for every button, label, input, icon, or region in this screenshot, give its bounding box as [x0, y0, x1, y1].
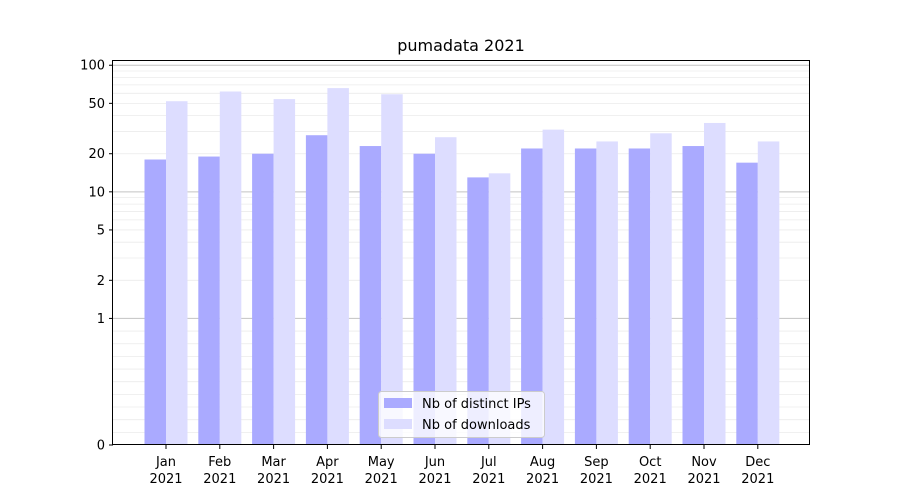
bar [219, 91, 242, 445]
x-axis: Jan 2021 Feb 2021 Mar 2021 Apr 2021 May 2021 Jun 20… [149, 445, 774, 487]
bar [198, 156, 220, 446]
bar [488, 173, 511, 445]
bar [757, 141, 780, 445]
y-tick-label: 20 [88, 147, 105, 162]
x-tick-label: Jun 2021 [418, 455, 451, 487]
legend-box [378, 391, 545, 438]
legend-swatch [384, 398, 412, 408]
bar [628, 148, 651, 445]
bars [144, 88, 780, 446]
bar [273, 99, 296, 445]
bar [542, 129, 565, 445]
bar [704, 122, 726, 445]
bar [252, 153, 274, 446]
x-tick-label: Sep 2021 [580, 455, 613, 487]
bar [467, 177, 489, 446]
bar [596, 141, 618, 445]
bar [435, 137, 457, 446]
legend: Nb of distinct IPs Nb of downloads [378, 391, 545, 438]
bar [381, 94, 403, 446]
bar [166, 101, 188, 446]
y-tick-label: 1 [97, 312, 105, 327]
x-tick-label: Apr 2021 [311, 455, 344, 487]
bar [305, 135, 328, 445]
bar [327, 88, 349, 445]
bar [574, 148, 597, 445]
bar [521, 148, 543, 445]
bar [650, 133, 672, 445]
y-tick-label: 100 [80, 59, 105, 74]
x-tick-label: May 2021 [365, 455, 398, 487]
x-tick-label: Oct 2021 [634, 455, 667, 487]
bar [682, 146, 704, 445]
plot-frame [112, 60, 810, 445]
bar [359, 146, 382, 445]
legend-label: Nb of distinct IPs [422, 397, 531, 412]
x-tick-label: Feb 2021 [203, 455, 236, 487]
x-tick-label: Jul 2021 [472, 455, 505, 487]
y-tick-label: 10 [88, 185, 105, 200]
y-tick-label: 2 [97, 274, 105, 289]
y-tick-label: 0 [97, 439, 105, 454]
legend-label: Nb of downloads [422, 418, 531, 433]
x-tick-label: Nov 2021 [687, 455, 720, 487]
y-tick-label: 50 [88, 97, 105, 112]
x-tick-label: Aug 2021 [526, 455, 559, 487]
chart-title: pumadata 2021 [397, 36, 525, 55]
x-tick-label: Dec 2021 [741, 455, 774, 487]
bar [413, 153, 435, 446]
bar [736, 162, 758, 445]
y-axis: 0 1 2 5 10 20 50 100 [80, 59, 113, 454]
bar [144, 159, 166, 445]
x-tick-label: Jan 2021 [149, 455, 182, 487]
y-tick-label: 5 [97, 223, 105, 238]
legend-swatch [384, 419, 412, 429]
x-tick-label: Mar 2021 [257, 455, 290, 487]
